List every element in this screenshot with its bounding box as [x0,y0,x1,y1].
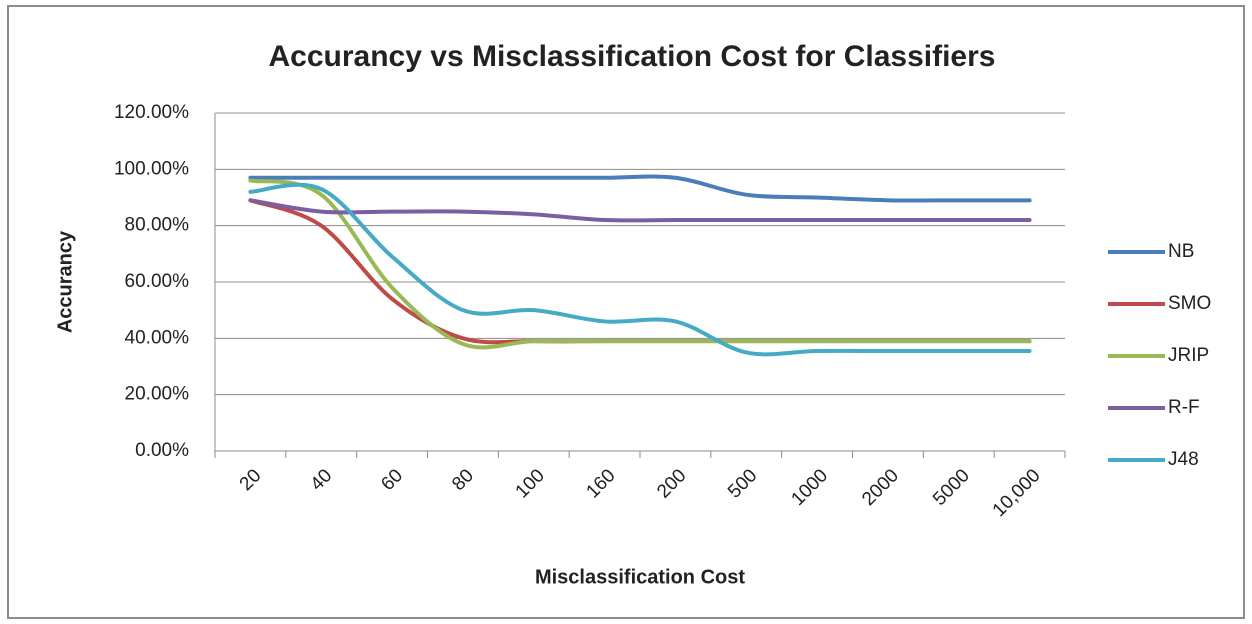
y-tick-label: 120.00% [114,102,189,123]
series-line [248,182,1032,357]
y-tick-label: 40.00% [125,327,190,348]
y-tick-label: 80.00% [125,215,190,236]
legend-label: JRIP [1168,345,1209,366]
y-tick-label: 60.00% [125,271,190,292]
series-line [248,198,1032,223]
y-tick-label: 100.00% [114,158,189,179]
y-tick-label: 20.00% [125,384,190,405]
chart-title: Accurancy vs Misclassification Cost for … [269,40,996,73]
chart-frame [7,5,1245,619]
legend-label: NB [1168,241,1194,262]
legend-label: J48 [1168,449,1199,470]
legend-label: R-F [1168,397,1200,418]
series-line [248,174,1032,203]
y-tick-label: 0.00% [135,440,189,461]
series-line [248,178,1032,350]
x-axis-title: Misclassification Cost [535,566,745,588]
legend-label: SMO [1168,293,1211,314]
y-axis-title: Accurancy [54,230,76,333]
